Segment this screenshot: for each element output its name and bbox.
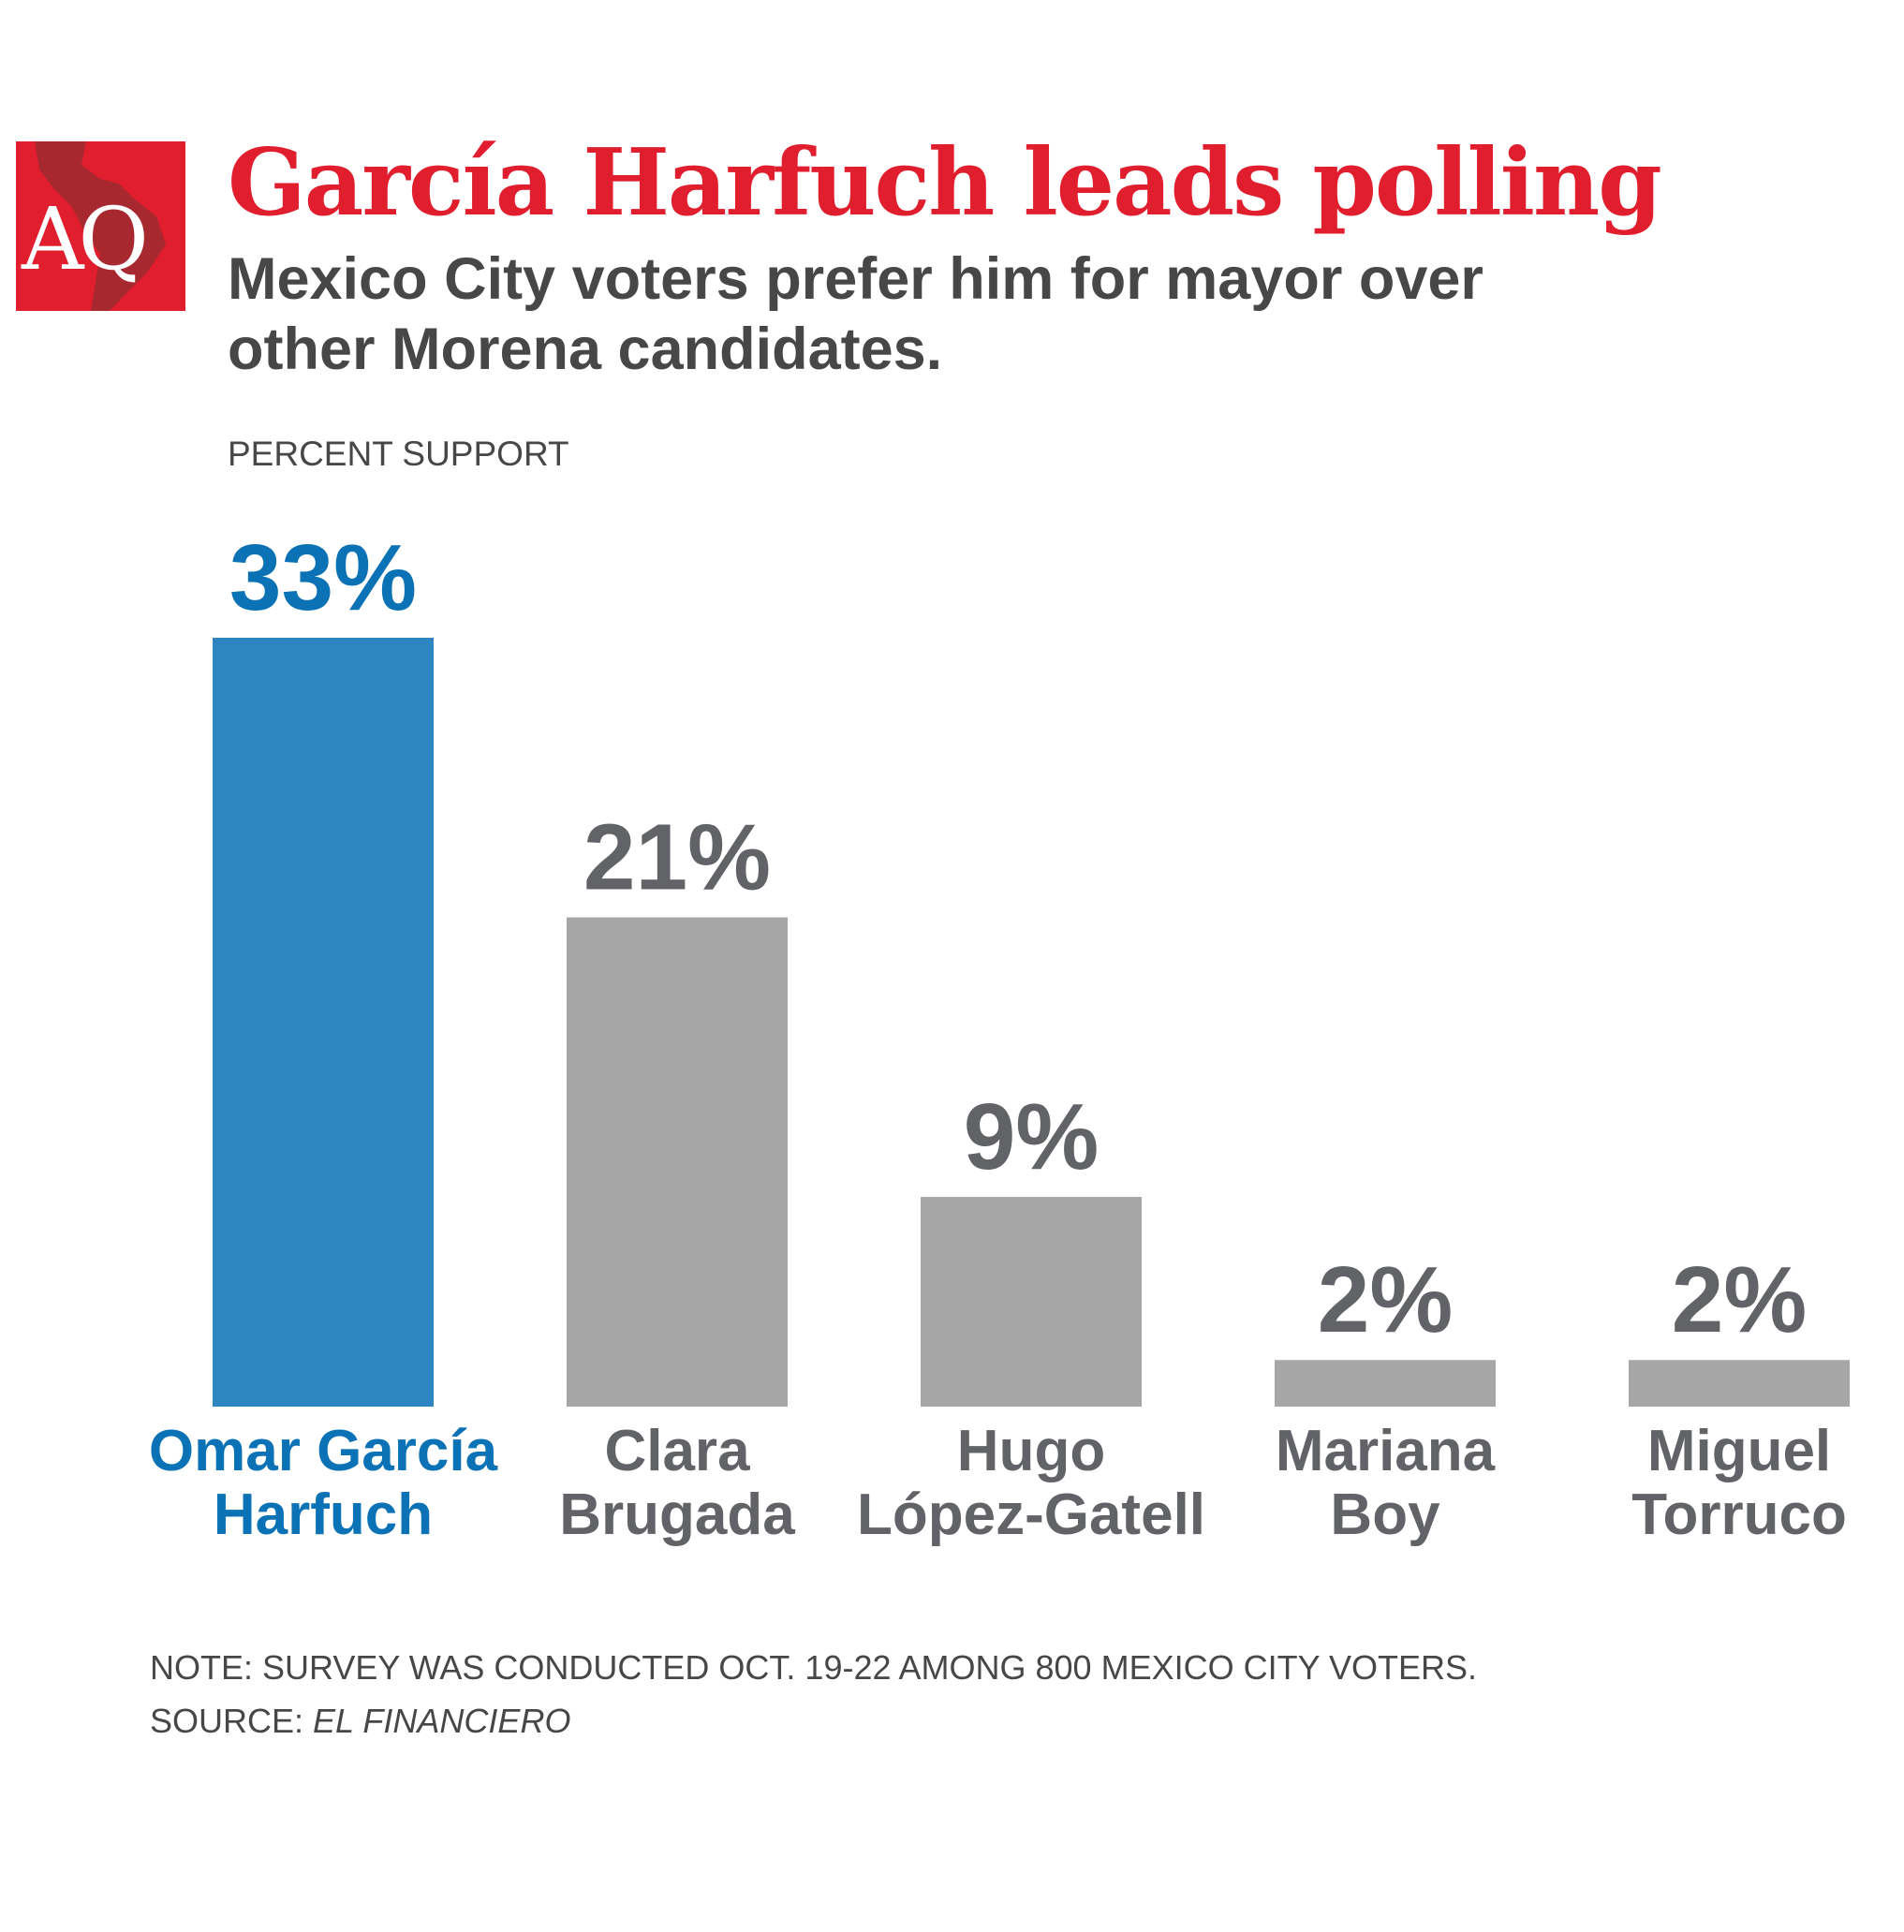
chart-title: García Harfuch leads polling: [228, 129, 1662, 237]
bar-1: [567, 917, 788, 1407]
bar-3: [1275, 1360, 1496, 1407]
category-label-3-line-1: Boy: [1330, 1482, 1440, 1547]
category-label-1-line-1: Brugada: [559, 1482, 795, 1547]
source-name: EL FINANCIERO: [313, 1702, 571, 1740]
bar-4: [1629, 1360, 1850, 1407]
logo-map-icon: AQ: [21, 141, 166, 311]
category-label-0-line-0: Omar García: [149, 1419, 498, 1483]
source-line: SOURCE: EL FINANCIERO: [150, 1702, 570, 1741]
category-label-4-line-0: Miguel: [1647, 1419, 1831, 1483]
bar-2: [921, 1197, 1142, 1407]
chart-subtitle-line-2: other Morena candidates.: [228, 317, 943, 382]
data-label-0: 33%: [229, 525, 417, 630]
note-text: NOTE: SURVEY WAS CONDUCTED OCT. 19-22 AM…: [150, 1648, 1477, 1687]
data-label-1: 21%: [583, 805, 771, 910]
source-label: SOURCE:: [150, 1702, 304, 1740]
category-label-2-line-0: Hugo: [957, 1419, 1105, 1483]
aq-logo: AQ: [16, 141, 185, 311]
bar-0: [213, 638, 434, 1407]
svg-text:AQ: AQ: [21, 189, 144, 289]
data-label-2: 9%: [964, 1084, 1100, 1189]
category-label-3-line-0: Mariana: [1276, 1419, 1496, 1483]
data-label-4: 2%: [1672, 1247, 1808, 1352]
data-label-3: 2%: [1318, 1247, 1454, 1352]
category-label-0-line-1: Harfuch: [214, 1482, 433, 1547]
y-axis-label: PERCENT SUPPORT: [228, 435, 569, 473]
category-label-4-line-1: Torruco: [1631, 1482, 1847, 1547]
category-label-2-line-1: López-Gatell: [857, 1482, 1205, 1547]
category-label-1-line-0: Clara: [604, 1419, 750, 1483]
chart-subtitle-line-1: Mexico City voters prefer him for mayor …: [228, 246, 1483, 312]
